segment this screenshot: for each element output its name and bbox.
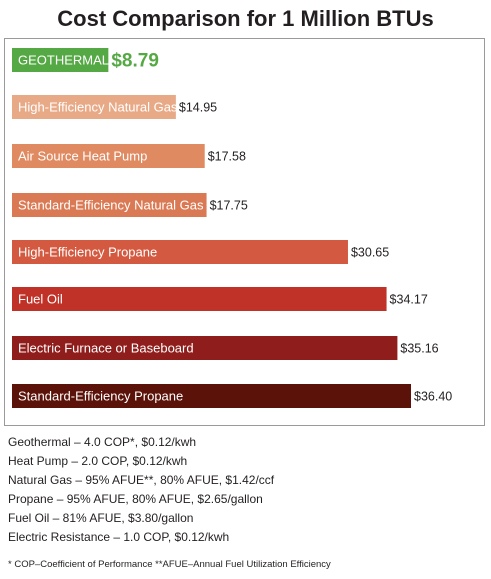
value-label-7: $36.40 (414, 390, 452, 404)
bar-7 (12, 384, 411, 408)
note-propane: Propane – 95% AFUE, 80% AFUE, $2.65/gall… (8, 492, 263, 506)
bar-1 (12, 95, 176, 119)
bar-2 (12, 144, 205, 168)
note-fuel-oil: Fuel Oil – 81% AFUE, $3.80/gallon (8, 511, 194, 525)
value-label-3: $17.75 (210, 199, 248, 213)
note-electric-resistance: Electric Resistance – 1.0 COP, $0.12/kwh (8, 530, 230, 544)
footnote: * COP–Coefficient of Performance **AFUE–… (8, 559, 331, 570)
bar-0 (12, 48, 109, 72)
value-label-2: $17.58 (208, 150, 246, 164)
value-label-5: $34.17 (390, 293, 428, 307)
bar-6 (12, 336, 398, 360)
category-label-2: Air Source Heat Pump (18, 149, 147, 164)
category-label-6: Electric Furnace or Baseboard (18, 341, 194, 356)
category-label-0: GEOTHERMAL (18, 53, 109, 68)
note-natural-gas: Natural Gas – 95% AFUE**, 80% AFUE, $1.4… (8, 473, 275, 487)
value-label-1: $14.95 (179, 101, 217, 115)
value-label-4: $30.65 (351, 246, 389, 260)
bar-5 (12, 287, 387, 311)
assumptions-notes: Geothermal – 4.0 COP*, $0.12/kwh Heat Pu… (8, 433, 488, 547)
bar-3 (12, 193, 207, 217)
chart-frame: GEOTHERMAL $8.79 High-Efficiency Natural G… (4, 38, 485, 426)
category-label-7: Standard-Efficiency Propane (18, 389, 183, 404)
bar-chart: GEOTHERMAL $8.79 High-Efficiency Natural G… (12, 48, 452, 408)
value-label-0: $8.79 (111, 51, 159, 72)
note-heat-pump: Heat Pump – 2.0 COP, $0.12/kwh (8, 454, 188, 468)
bar-4 (12, 240, 348, 264)
note-geothermal: Geothermal – 4.0 COP*, $0.12/kwh (8, 435, 197, 449)
category-label-1: High-Efficiency Natural Gas (18, 100, 178, 115)
category-label-5: Fuel Oil (18, 292, 63, 307)
value-label-6: $35.16 (400, 342, 438, 356)
category-label-3: Standard-Efficiency Natural Gas (18, 198, 204, 213)
chart-title: Cost Comparison for 1 Million BTUs (57, 6, 434, 31)
category-label-4: High-Efficiency Propane (18, 245, 157, 260)
